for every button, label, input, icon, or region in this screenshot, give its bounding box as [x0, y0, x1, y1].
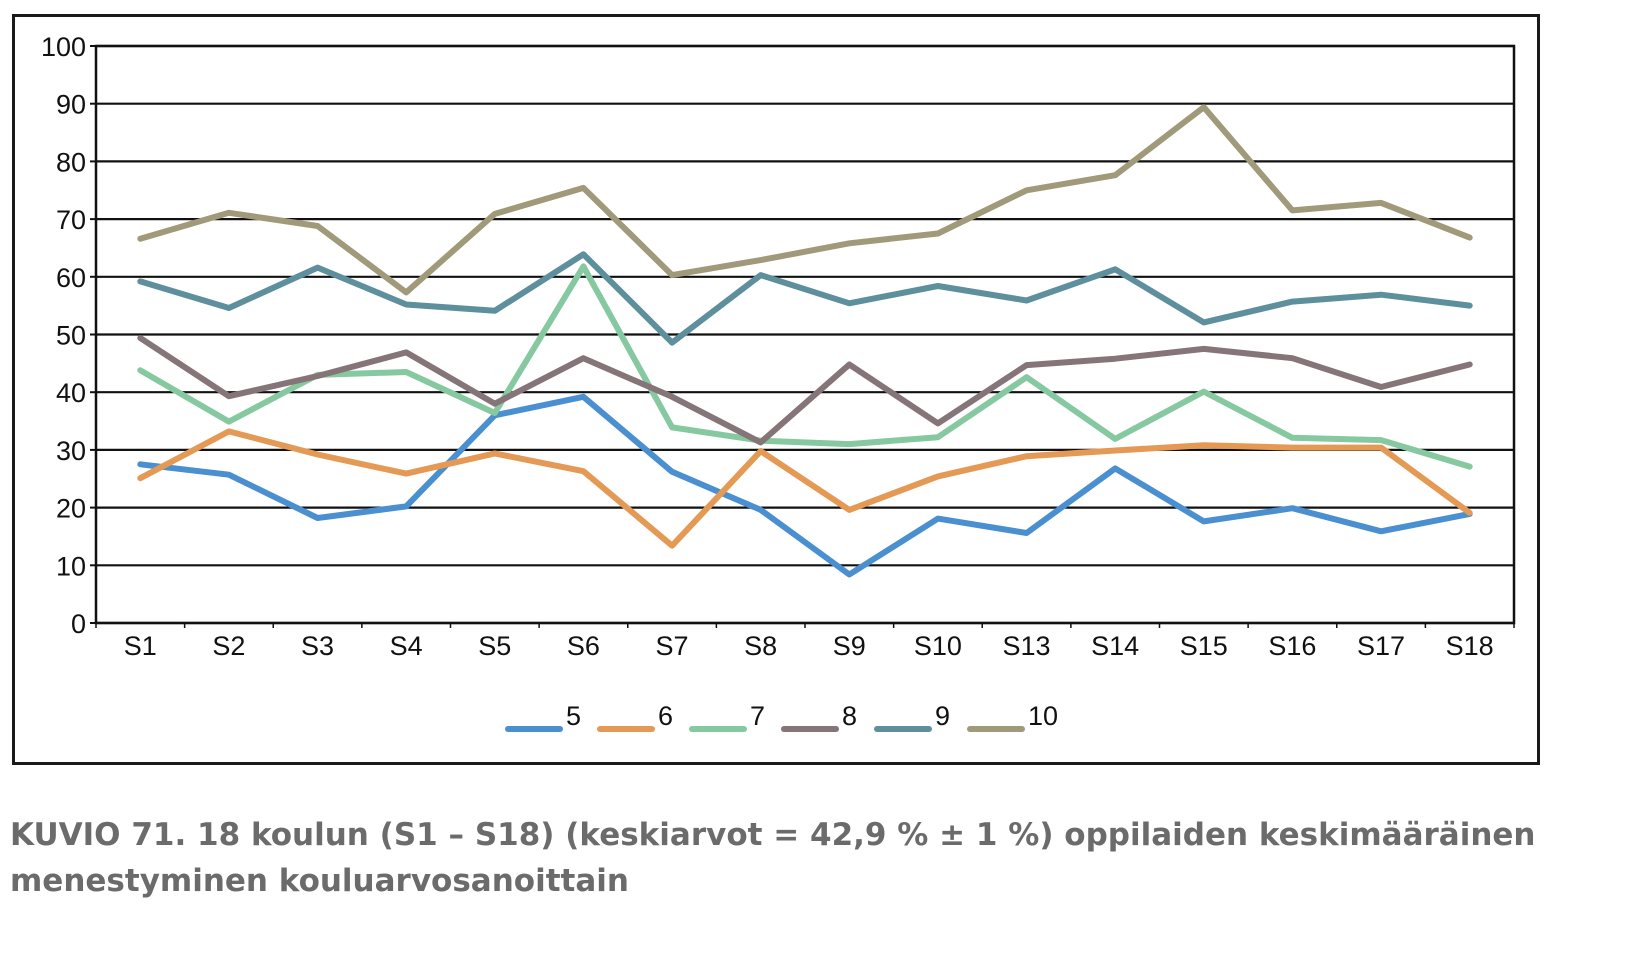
y-tick-label: 20 — [56, 494, 86, 524]
series-line-6 — [137, 428, 1473, 549]
y-tick-label: 50 — [56, 321, 86, 351]
y-tick-label: 10 — [56, 551, 86, 581]
legend-label-6: 6 — [658, 701, 673, 731]
x-tick-label: S7 — [656, 631, 689, 661]
x-tick-label: S5 — [478, 631, 511, 661]
x-tick-label: S16 — [1268, 631, 1316, 661]
y-tick-label: 0 — [71, 609, 86, 639]
y-tick-label: 70 — [56, 205, 86, 235]
x-axis-ticks: S1 S2 S3 S4 S5 S6 S7 S8 S9 S10 S13 S14 S15 S16 S17 S18 — [95, 623, 1515, 661]
legend-label-5: 5 — [566, 701, 581, 731]
caption-line-2: menestyminen kouluarvosanoittain — [10, 863, 629, 899]
x-tick-label: S9 — [833, 631, 866, 661]
y-tick-label: 100 — [41, 32, 86, 62]
x-tick-label: S1 — [124, 631, 157, 661]
gridlines — [96, 44, 1514, 625]
x-tick-label: S2 — [212, 631, 245, 661]
figure-caption: KUVIO 71. 18 koulun (S1 – S18) (keskiarv… — [10, 812, 1610, 904]
legend-label-10: 10 — [1028, 701, 1058, 731]
x-tick-label: S17 — [1357, 631, 1405, 661]
legend-label-7: 7 — [750, 701, 765, 731]
y-tick-label: 40 — [56, 378, 86, 408]
chart-frame — [12, 14, 1540, 765]
y-tick-label: 30 — [56, 436, 86, 466]
series-line-8 — [137, 335, 1473, 446]
x-tick-label: S13 — [1003, 631, 1051, 661]
legend-label-8: 8 — [842, 701, 857, 731]
x-tick-label: S14 — [1091, 631, 1139, 661]
x-tick-label: S8 — [744, 631, 777, 661]
x-tick-label: S18 — [1446, 631, 1494, 661]
caption-line-1: KUVIO 71. 18 koulun (S1 – S18) (keskiarv… — [10, 817, 1536, 853]
x-tick-label: S3 — [301, 631, 334, 661]
y-axis-ticks: 0 10 20 30 40 50 60 70 80 90 100 — [41, 32, 96, 639]
series-lines — [137, 104, 1473, 578]
legend-label-9: 9 — [935, 701, 950, 731]
series-line-7 — [137, 263, 1473, 470]
series-line-9 — [137, 251, 1473, 346]
x-tick-label: S10 — [914, 631, 962, 661]
x-tick-label: S6 — [567, 631, 600, 661]
y-tick-label: 80 — [56, 147, 86, 177]
series-line-5 — [137, 393, 1473, 578]
y-tick-label: 60 — [56, 263, 86, 293]
x-tick-label: S4 — [390, 631, 423, 661]
x-tick-label: S15 — [1180, 631, 1228, 661]
y-tick-label: 90 — [56, 90, 86, 120]
series-line-10 — [137, 104, 1473, 296]
legend: 5 6 7 8 9 10 — [505, 701, 1058, 732]
